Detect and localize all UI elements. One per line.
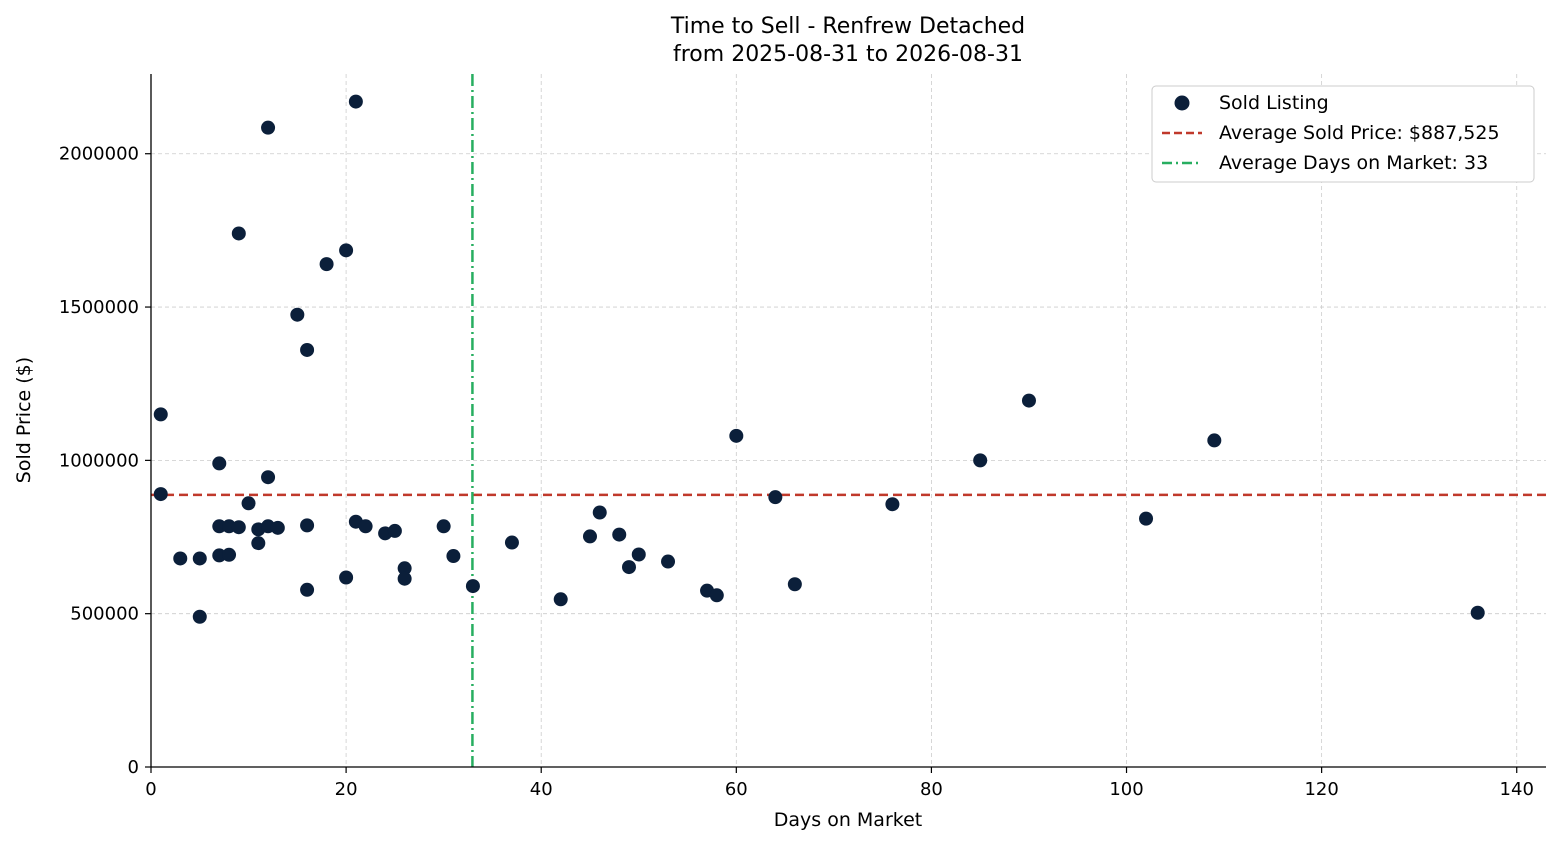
y-tick-label: 1500000	[59, 297, 139, 318]
x-tick-label: 20	[335, 779, 358, 800]
sold-listing-point	[222, 547, 237, 562]
sold-listing-point	[397, 571, 412, 586]
x-tick-label: 40	[530, 779, 553, 800]
sold-listing-point	[504, 535, 519, 550]
sold-listing-point	[885, 497, 900, 512]
x-tick-label: 80	[920, 779, 943, 800]
sold-listing-point	[631, 547, 646, 562]
sold-listing-point	[212, 456, 227, 471]
y-tick-label: 1000000	[59, 450, 139, 471]
sold-listing-point	[173, 551, 188, 566]
sold-listing-point	[300, 518, 315, 533]
sold-listing-point	[300, 582, 315, 597]
x-ticks: 0 20 40 60 80 100 120 140	[145, 767, 1534, 800]
legend-label-sold-listing: Sold Listing	[1219, 92, 1329, 114]
sold-listing-point	[1470, 605, 1485, 620]
sold-listing-point	[387, 523, 402, 538]
sold-listing-point	[973, 453, 988, 468]
x-tick-label: 120	[1304, 779, 1338, 800]
data-points	[153, 94, 1485, 624]
grid	[151, 74, 1546, 767]
sold-listing-point	[358, 519, 373, 534]
legend-marker-sold-listing	[1174, 95, 1190, 111]
y-axis-label: Sold Price ($)	[13, 357, 35, 483]
sold-listing-point	[231, 520, 246, 535]
x-tick-label: 100	[1109, 779, 1143, 800]
legend-label-avg-price: Average Sold Price: $887,525	[1219, 122, 1500, 144]
sold-listing-point	[319, 257, 334, 272]
sold-listing-point	[436, 519, 451, 534]
x-tick-label: 0	[145, 779, 156, 800]
sold-listing-point	[192, 551, 207, 566]
sold-listing-point	[1207, 433, 1222, 448]
legend-box	[1151, 85, 1535, 183]
reference-lines	[151, 74, 1546, 767]
sold-listing-point	[661, 554, 676, 569]
sold-listing-point	[251, 536, 266, 551]
sold-listing-point	[241, 496, 256, 511]
sold-listing-point	[582, 529, 597, 544]
legend-label-avg-days: Average Days on Market: 33	[1219, 152, 1488, 174]
sold-listing-point	[553, 592, 568, 607]
sold-listing-point	[709, 588, 724, 603]
chart-title: Time to Sell - Renfrew Detached	[670, 14, 1025, 39]
sold-listing-point	[768, 490, 783, 505]
sold-listing-point	[261, 470, 276, 485]
legend: Sold Listing Average Sold Price: $887,52…	[1151, 85, 1535, 183]
sold-listing-point	[397, 561, 412, 576]
y-tick-label: 2000000	[59, 144, 139, 165]
x-axis-label: Days on Market	[774, 809, 922, 831]
x-tick-label: 140	[1500, 779, 1534, 800]
sold-listing-point	[192, 609, 207, 624]
sold-listing-point	[339, 570, 354, 585]
chart-subtitle: from 2025-08-31 to 2026-08-31	[673, 42, 1023, 67]
sold-listing-point	[348, 94, 363, 109]
sold-listing-point	[300, 342, 315, 357]
x-tick-label: 60	[725, 779, 748, 800]
sold-listing-point	[729, 428, 744, 443]
sold-listing-point	[787, 577, 802, 592]
sold-listing-point	[1139, 511, 1154, 526]
sold-listing-point	[339, 243, 354, 258]
sold-listing-point	[622, 560, 637, 575]
sold-listing-point	[446, 549, 461, 564]
y-tick-label: 0	[128, 757, 139, 778]
sold-listing-point	[1021, 393, 1036, 408]
sold-listing-point	[290, 307, 305, 322]
y-tick-label: 500000	[70, 604, 139, 625]
sold-listing-point	[270, 520, 285, 535]
sold-listing-point	[153, 487, 168, 502]
sold-listing-point	[261, 120, 276, 135]
y-ticks: 0 500000 1000000 1500000 2000000	[59, 144, 151, 778]
sold-listing-point	[153, 407, 168, 422]
sold-listing-point	[465, 579, 480, 594]
sold-listing-point	[212, 519, 227, 534]
sold-listing-point	[592, 505, 607, 520]
sold-listing-point	[231, 226, 246, 241]
sold-listing-point	[612, 527, 627, 542]
